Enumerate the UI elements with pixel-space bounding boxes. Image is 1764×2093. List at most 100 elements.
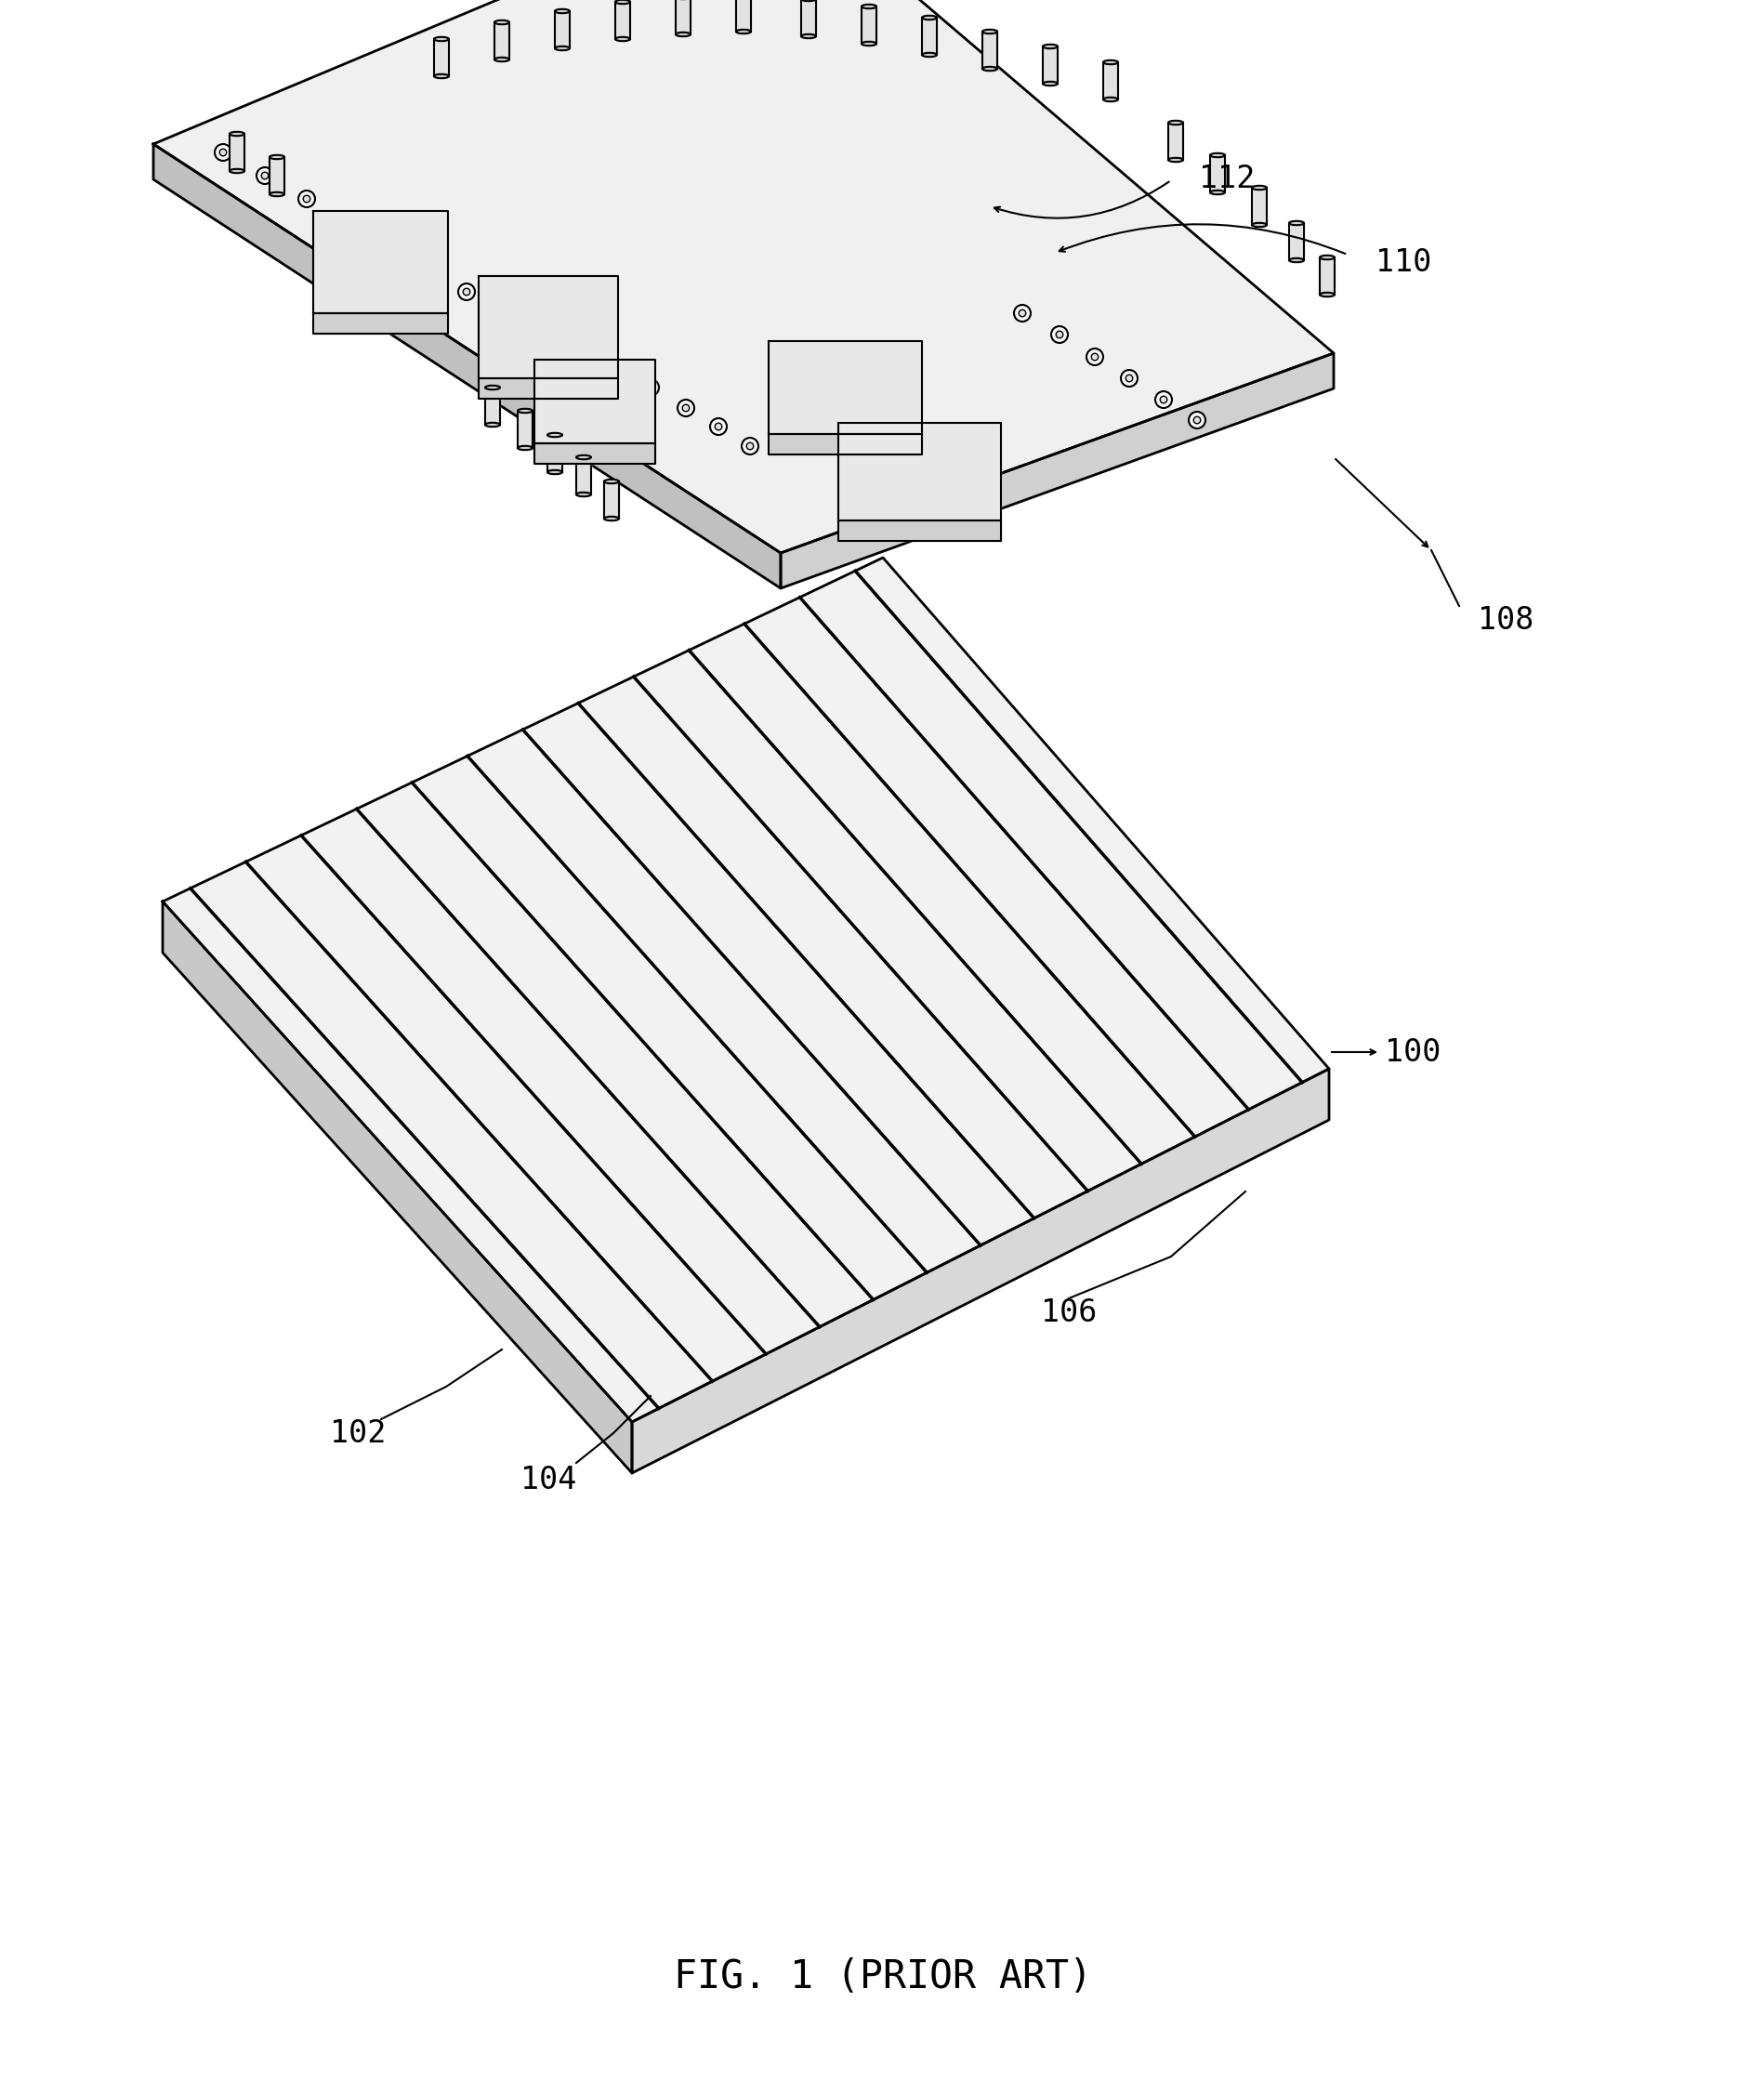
Polygon shape xyxy=(485,387,499,425)
Circle shape xyxy=(462,289,469,295)
Circle shape xyxy=(303,195,310,203)
Ellipse shape xyxy=(1043,44,1057,48)
Polygon shape xyxy=(1168,123,1182,159)
Circle shape xyxy=(1090,354,1097,360)
Polygon shape xyxy=(1102,63,1117,100)
Polygon shape xyxy=(478,379,617,398)
Ellipse shape xyxy=(861,42,877,46)
Circle shape xyxy=(714,423,721,429)
Circle shape xyxy=(256,167,273,184)
Ellipse shape xyxy=(1210,190,1224,195)
Polygon shape xyxy=(983,31,997,69)
Text: 106: 106 xyxy=(1041,1298,1095,1327)
Ellipse shape xyxy=(434,73,448,77)
Ellipse shape xyxy=(921,52,937,57)
Circle shape xyxy=(741,437,759,454)
Circle shape xyxy=(647,383,654,391)
Circle shape xyxy=(1051,327,1067,343)
Circle shape xyxy=(561,358,568,364)
Ellipse shape xyxy=(229,132,243,136)
Circle shape xyxy=(1014,306,1030,322)
Ellipse shape xyxy=(1288,257,1304,262)
Polygon shape xyxy=(838,519,1000,540)
Ellipse shape xyxy=(616,0,630,4)
Polygon shape xyxy=(547,435,563,473)
Polygon shape xyxy=(1319,257,1334,295)
Polygon shape xyxy=(632,1070,1328,1473)
Ellipse shape xyxy=(575,492,591,496)
Polygon shape xyxy=(162,557,1328,1421)
Polygon shape xyxy=(838,423,1000,519)
Ellipse shape xyxy=(1102,98,1117,100)
Circle shape xyxy=(1087,350,1102,366)
Polygon shape xyxy=(153,144,780,588)
Circle shape xyxy=(746,442,753,450)
Polygon shape xyxy=(314,314,448,333)
Ellipse shape xyxy=(1319,293,1334,297)
Circle shape xyxy=(386,243,393,249)
Text: 104: 104 xyxy=(520,1465,577,1494)
Polygon shape xyxy=(616,2,630,40)
Ellipse shape xyxy=(921,15,937,19)
Polygon shape xyxy=(270,157,284,195)
Polygon shape xyxy=(769,341,923,433)
Ellipse shape xyxy=(603,479,619,483)
Ellipse shape xyxy=(575,454,591,458)
Circle shape xyxy=(1189,412,1205,429)
Polygon shape xyxy=(1288,224,1304,260)
Polygon shape xyxy=(1210,155,1224,193)
Circle shape xyxy=(1055,331,1062,339)
Polygon shape xyxy=(494,23,510,59)
Circle shape xyxy=(1192,417,1200,423)
Ellipse shape xyxy=(547,433,563,437)
Ellipse shape xyxy=(1168,157,1182,161)
Circle shape xyxy=(422,260,437,276)
Circle shape xyxy=(1155,391,1171,408)
Polygon shape xyxy=(603,481,619,519)
Ellipse shape xyxy=(801,33,815,38)
Circle shape xyxy=(1159,396,1166,404)
Ellipse shape xyxy=(1251,222,1267,226)
Text: 100: 100 xyxy=(1385,1036,1439,1067)
Circle shape xyxy=(215,144,231,161)
Circle shape xyxy=(494,308,510,324)
Circle shape xyxy=(642,379,658,396)
Polygon shape xyxy=(534,360,654,444)
Circle shape xyxy=(459,283,475,299)
Polygon shape xyxy=(554,10,570,48)
Polygon shape xyxy=(801,0,815,36)
Ellipse shape xyxy=(736,29,750,33)
Circle shape xyxy=(1018,310,1025,316)
Circle shape xyxy=(298,190,316,207)
Polygon shape xyxy=(1251,188,1267,224)
Polygon shape xyxy=(769,433,923,454)
Circle shape xyxy=(1120,370,1138,387)
Ellipse shape xyxy=(270,155,284,159)
Ellipse shape xyxy=(1210,153,1224,157)
Ellipse shape xyxy=(485,385,499,389)
Circle shape xyxy=(531,335,538,341)
Polygon shape xyxy=(517,410,533,448)
Text: 108: 108 xyxy=(1476,605,1533,636)
Polygon shape xyxy=(534,444,654,465)
Ellipse shape xyxy=(676,31,690,36)
Polygon shape xyxy=(229,134,243,172)
Polygon shape xyxy=(575,456,591,494)
Ellipse shape xyxy=(1168,121,1182,126)
Ellipse shape xyxy=(1288,222,1304,226)
Polygon shape xyxy=(162,902,632,1473)
Polygon shape xyxy=(780,354,1334,588)
Ellipse shape xyxy=(1319,255,1334,260)
Polygon shape xyxy=(736,0,750,31)
Text: 102: 102 xyxy=(330,1417,386,1448)
Polygon shape xyxy=(314,211,448,314)
Ellipse shape xyxy=(434,38,448,42)
Ellipse shape xyxy=(485,423,499,427)
Circle shape xyxy=(683,404,690,412)
Ellipse shape xyxy=(603,517,619,521)
Ellipse shape xyxy=(554,8,570,13)
Ellipse shape xyxy=(983,67,997,71)
Ellipse shape xyxy=(861,4,877,8)
Polygon shape xyxy=(921,17,937,54)
Ellipse shape xyxy=(270,193,284,197)
